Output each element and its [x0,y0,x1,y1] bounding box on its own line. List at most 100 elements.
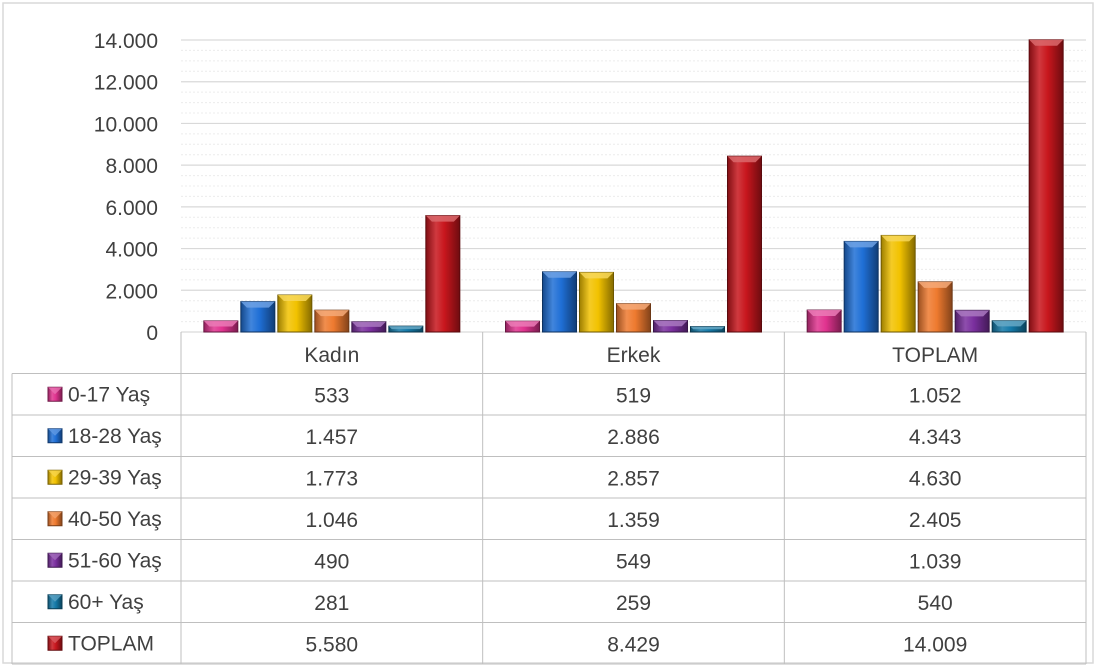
bar-bevel [1029,39,1064,46]
bar [351,321,387,333]
legend-label: 29-39 Yaş [68,466,162,489]
bar [991,320,1027,333]
table-cell-value: 4.343 [909,426,962,449]
legend-label: 40-50 Yaş [68,508,162,531]
table-cell-value: 8.429 [607,633,660,656]
bar-bevel [240,301,275,308]
bar-bevel [277,295,312,302]
legend-label: 60+ Yaş [68,591,144,614]
bar [806,309,842,333]
table-cell-value: 14.009 [903,633,967,656]
bar-bevel [542,271,577,278]
category-label: Erkek [607,344,661,367]
bar [277,294,313,333]
y-tick-label: 2.000 [105,280,158,303]
bar [954,309,990,333]
bar-bevel [992,320,1027,327]
bar [880,234,916,333]
legend-label: 51-60 Yaş [68,549,162,572]
data-table: Kadın Erkek TOPLAM 0-17 Yaş 533 519 1.052 18-28… [11,332,1087,665]
bar-body [880,234,916,333]
y-axis-tick-labels: 0 2.000 4.000 6.000 8.000 10.000 12.000 14.000 [94,30,158,345]
category-label: Kadın [304,344,359,367]
bar-body [425,215,461,333]
legend-label: 0-17 Yaş [68,383,150,406]
table-cell-value: 1.046 [306,509,359,532]
table-cell-value: 490 [314,550,349,573]
bar [240,301,276,333]
bar [579,271,614,333]
bar-bevel [727,156,762,163]
bar [314,309,350,333]
table-cell-value: 2.886 [607,426,660,449]
y-tick-label: 10.000 [94,113,158,136]
bar [388,325,424,333]
legend-label: 18-28 Yaş [68,425,162,448]
bars [203,39,1064,333]
y-tick-label: 12.000 [94,72,158,95]
table-cell-value: 533 [314,384,349,407]
legend-key [47,635,63,651]
y-tick-label: 0 [146,322,158,345]
bar-body [917,281,953,333]
bar-bevel [505,321,540,327]
bar [425,215,461,333]
bar-bevel [579,272,614,279]
bar-bevel [351,321,386,327]
table-cell-value: 1.052 [909,384,962,407]
bar [917,281,953,333]
bar-bevel [388,326,423,330]
table-cell-value: 519 [616,384,651,407]
table-cell-value: 1.039 [909,550,962,573]
bar [505,320,540,333]
y-tick-label: 4.000 [105,239,158,262]
bar-bevel [203,320,238,327]
bar-bevel [881,235,916,242]
legend-key [47,552,63,568]
bar-bevel [918,281,953,288]
bar [690,326,725,333]
category-label: TOPLAM [892,344,978,367]
y-tick-label: 6.000 [105,197,158,220]
bar-body [579,271,614,333]
table-cell-value: 5.580 [306,633,359,656]
legend-key [47,594,63,610]
table-cell-value: 1.457 [306,426,359,449]
y-tick-label: 14.000 [94,30,158,53]
bar-body [542,271,577,333]
table-cell-value: 1.359 [607,509,660,532]
legend-key [47,511,63,527]
table-cell-value: 2.405 [909,509,962,532]
bar [542,271,577,333]
bar [616,303,651,333]
bar [727,155,762,333]
bar [653,320,688,333]
bar-bevel [690,326,725,330]
bar [203,320,239,333]
table-cell-value: 549 [616,550,651,573]
bar-body [1028,39,1064,333]
bar-bevel [653,320,688,327]
legend-key [47,386,63,402]
bar-body [843,240,879,333]
bar-bevel [844,241,879,248]
bar [1028,39,1064,333]
table-cell-value: 259 [616,592,651,615]
table-cell-value: 2.857 [607,467,660,490]
bar-body [727,155,762,333]
table-cell-value: 4.630 [909,467,962,490]
bar-bevel [807,310,842,317]
legend-key [47,469,63,485]
bar-bevel [314,310,349,317]
legend-key [47,428,63,444]
bar-bevel [425,215,460,222]
table-cell-value: 281 [314,592,349,615]
legend-label: TOPLAM [68,632,154,655]
bar-bevel [955,310,990,317]
table-cell-value: 1.773 [306,467,359,490]
bar-bevel [616,303,651,310]
table-cell-value: 540 [918,592,953,615]
